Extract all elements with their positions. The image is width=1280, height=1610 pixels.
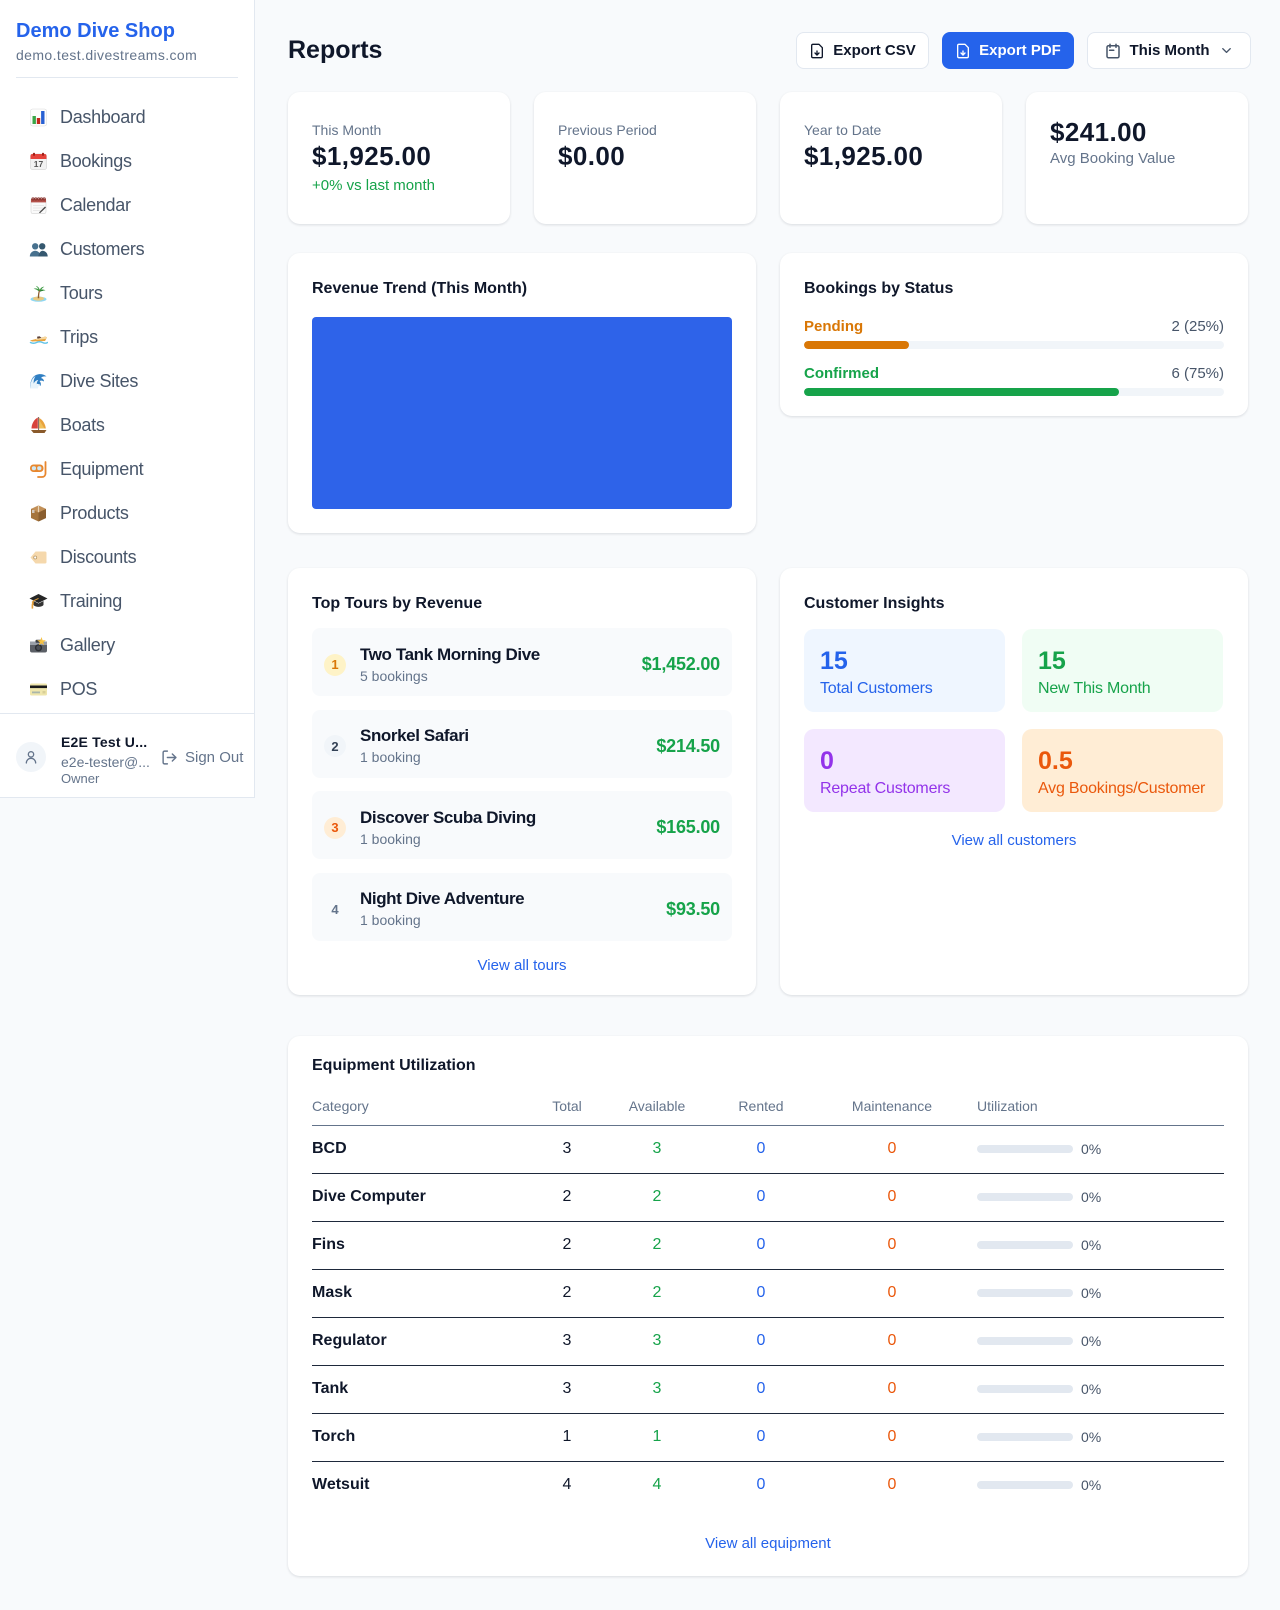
svg-text:17: 17 <box>33 159 43 169</box>
